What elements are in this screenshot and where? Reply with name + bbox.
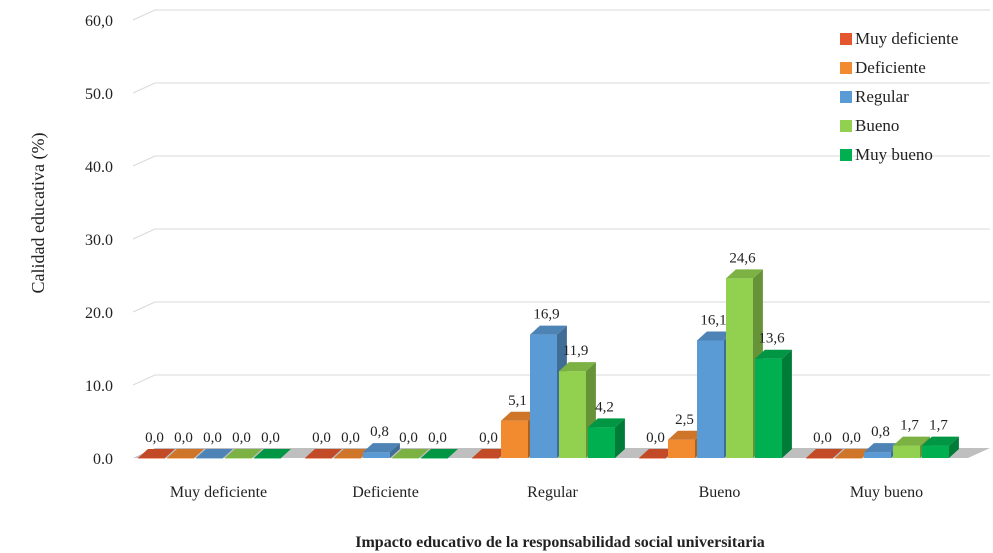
y-axis-ticks: 0.0 10.0 20.0 30.0 40.0 50.0 60,0 xyxy=(85,13,113,468)
data-label: 16,9 xyxy=(533,307,559,323)
legend-swatch xyxy=(840,91,852,103)
data-label: 0,0 xyxy=(312,430,331,446)
legend-entry: Muy deficiente xyxy=(840,29,958,48)
bar xyxy=(755,349,792,458)
data-label: 0,0 xyxy=(174,430,193,446)
x-tick-label: Deficiente xyxy=(352,484,419,501)
bar xyxy=(363,443,400,458)
data-labels: 0,0 0,0 0,0 0,0 0,0 0,0 0,0 0,8 0,0 0,0 0,0 5,1 16,9… xyxy=(145,250,948,446)
legend-swatch xyxy=(840,120,852,132)
data-label: 2,5 xyxy=(675,412,694,428)
legend-label: Deficiente xyxy=(855,58,926,77)
data-label: 0,0 xyxy=(479,430,498,446)
bar xyxy=(196,449,233,459)
x-tick-label: Bueno xyxy=(699,484,741,501)
y-tick-label: 40.0 xyxy=(85,159,113,176)
gridline xyxy=(132,301,990,313)
data-label: 11,9 xyxy=(563,343,589,359)
data-label: 13,6 xyxy=(758,331,785,347)
bar xyxy=(922,436,959,458)
y-tick-label: 10.0 xyxy=(85,378,113,395)
gridline xyxy=(132,155,990,167)
bar xyxy=(254,449,291,459)
bar xyxy=(806,449,843,459)
bar xyxy=(421,449,458,459)
bar xyxy=(167,449,204,459)
data-label: 0,0 xyxy=(399,430,418,446)
data-label: 0,0 xyxy=(232,430,251,446)
data-label: 0,0 xyxy=(813,430,832,446)
bar xyxy=(639,449,676,459)
bar xyxy=(392,449,429,459)
data-label: 0,8 xyxy=(370,424,389,440)
data-label: 1,7 xyxy=(929,418,948,434)
data-label: 4,2 xyxy=(595,399,614,415)
legend-label: Muy deficiente xyxy=(855,29,958,48)
data-label: 0,0 xyxy=(428,430,447,446)
x-axis-categories: Muy deficiente Deficiente Regular Bueno Muy … xyxy=(170,484,923,501)
bar xyxy=(305,449,342,459)
y-tick-label: 20.0 xyxy=(85,305,113,322)
gridline xyxy=(132,82,990,94)
bar xyxy=(334,449,371,459)
bars xyxy=(138,269,959,459)
data-label: 0,0 xyxy=(842,430,861,446)
x-axis-label: Impacto educativo de la responsabilidad … xyxy=(355,534,765,551)
y-tick-label: 0.0 xyxy=(93,451,113,468)
legend-label: Bueno xyxy=(855,116,899,135)
legend-entry: Bueno xyxy=(840,116,899,135)
legend-swatch xyxy=(840,149,852,161)
data-label: 16,1 xyxy=(700,312,726,328)
data-label: 0,0 xyxy=(203,430,222,446)
bar xyxy=(138,449,175,459)
y-tick-label: 60,0 xyxy=(85,13,113,30)
gridline xyxy=(132,228,990,240)
bar xyxy=(835,449,872,459)
bar xyxy=(225,449,262,459)
legend-entry: Regular xyxy=(840,87,909,106)
legend-label: Muy bueno xyxy=(855,145,933,164)
data-label: 0,8 xyxy=(871,424,890,440)
legend-swatch xyxy=(840,33,852,45)
data-label: 0,0 xyxy=(646,430,665,446)
legend-label: Regular xyxy=(855,87,909,106)
legend-entry: Deficiente xyxy=(840,58,926,77)
gridline xyxy=(132,9,990,21)
data-label: 0,0 xyxy=(261,430,280,446)
legend: Muy deficiente Deficiente Regular Bueno Muy … xyxy=(840,29,958,164)
data-label: 0,0 xyxy=(341,430,360,446)
x-tick-label: Muy bueno xyxy=(850,484,923,501)
data-label: 24,6 xyxy=(729,250,756,266)
y-tick-label: 30.0 xyxy=(85,232,113,249)
y-tick-label: 50.0 xyxy=(85,86,113,103)
x-tick-label: Regular xyxy=(527,484,578,501)
bar xyxy=(588,418,625,458)
legend-swatch xyxy=(840,62,852,74)
data-label: 5,1 xyxy=(508,393,527,409)
data-label: 1,7 xyxy=(900,418,919,434)
x-tick-label: Muy deficiente xyxy=(170,484,267,501)
bar xyxy=(472,449,509,459)
data-label: 0,0 xyxy=(145,430,164,446)
legend-entry: Muy bueno xyxy=(840,145,933,164)
y-axis-label: Calidad educativa (%) xyxy=(28,133,49,294)
